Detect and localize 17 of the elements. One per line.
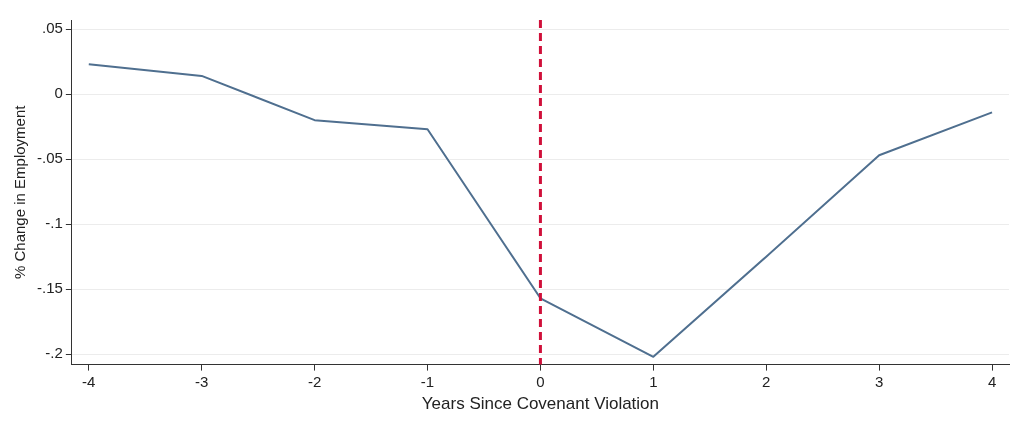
y-axis-title: % Change in Employment (11, 104, 29, 280)
x-tick-label: -3 (195, 372, 209, 390)
x-tick-label: 1 (649, 372, 658, 390)
y-tick-label: -.2 (45, 344, 63, 362)
y-tick-label: 0 (54, 84, 63, 102)
y-tick-label: .05 (41, 19, 63, 37)
y-tick-label: -.1 (45, 214, 63, 232)
x-tick-label: 4 (987, 372, 997, 390)
x-axis-title: Years Since Covenant Violation (421, 394, 660, 414)
y-tick-label: -.15 (36, 279, 63, 297)
y-tick-label: -.05 (36, 149, 63, 167)
x-tick-label: -2 (307, 372, 322, 390)
x-tick-label: -1 (420, 372, 435, 390)
x-tick-label: 3 (874, 372, 884, 390)
x-tick-label: -4 (82, 372, 96, 390)
x-tick-label: 2 (762, 372, 771, 390)
x-tick-label: 0 (536, 372, 545, 390)
